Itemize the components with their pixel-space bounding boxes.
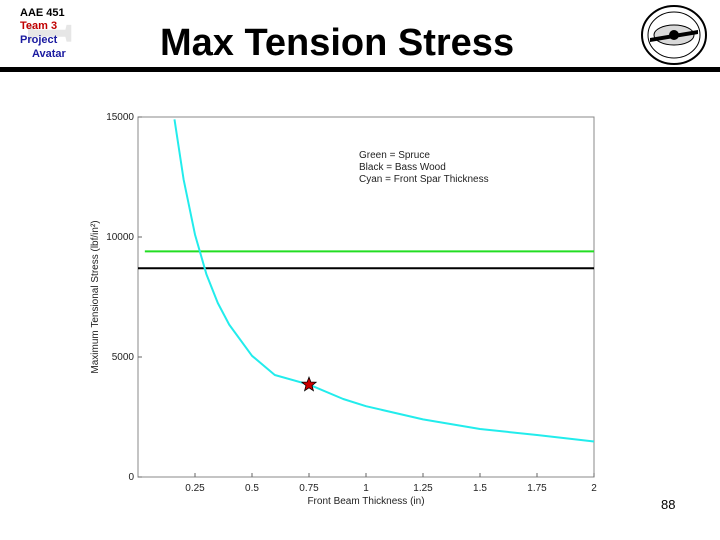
x-tick-label: 1.75 <box>527 483 547 494</box>
y-tick-label: 0 <box>128 472 134 483</box>
slide-title: Max Tension Stress <box>160 22 515 64</box>
x-tick-label: 0.5 <box>245 483 259 494</box>
series-line-front-spar-thickness <box>173 119 595 443</box>
y-tick-label: 10000 <box>106 232 134 243</box>
logo-project-name: Avatar <box>32 48 66 60</box>
logo-course: AAE 451 <box>20 7 65 19</box>
logo-team: Team 3 <box>20 20 58 32</box>
selected-point-star <box>300 375 318 392</box>
y-axis-label: Maximum Tensional Stress (lbf/in²) <box>90 220 101 373</box>
team-logo: ꟷ AAE 451 Team 3 Project Avatar <box>8 4 98 66</box>
x-axis-label: Front Beam Thickness (in) <box>307 496 424 507</box>
legend-entry: Cyan = Front Spar Thickness <box>359 174 489 185</box>
logo-project: Project <box>20 34 58 46</box>
x-tick-label: 1.5 <box>473 483 487 494</box>
university-seal <box>641 5 707 65</box>
y-tick-label: 15000 <box>106 112 134 123</box>
x-tick-label: 1.25 <box>413 483 433 494</box>
title-rule <box>0 67 720 72</box>
x-tick-label: 0.25 <box>185 483 205 494</box>
team-logo-graphic: ꟷ <box>26 1 73 69</box>
x-tick-label: 2 <box>591 483 597 494</box>
x-tick-label: 1 <box>363 483 369 494</box>
legend-entry: Green = Spruce <box>359 150 430 161</box>
x-tick-label: 0.75 <box>299 483 319 494</box>
y-tick-label: 5000 <box>112 352 135 363</box>
page-number: 88 <box>661 497 676 512</box>
legend-entry: Black = Bass Wood <box>359 162 446 173</box>
